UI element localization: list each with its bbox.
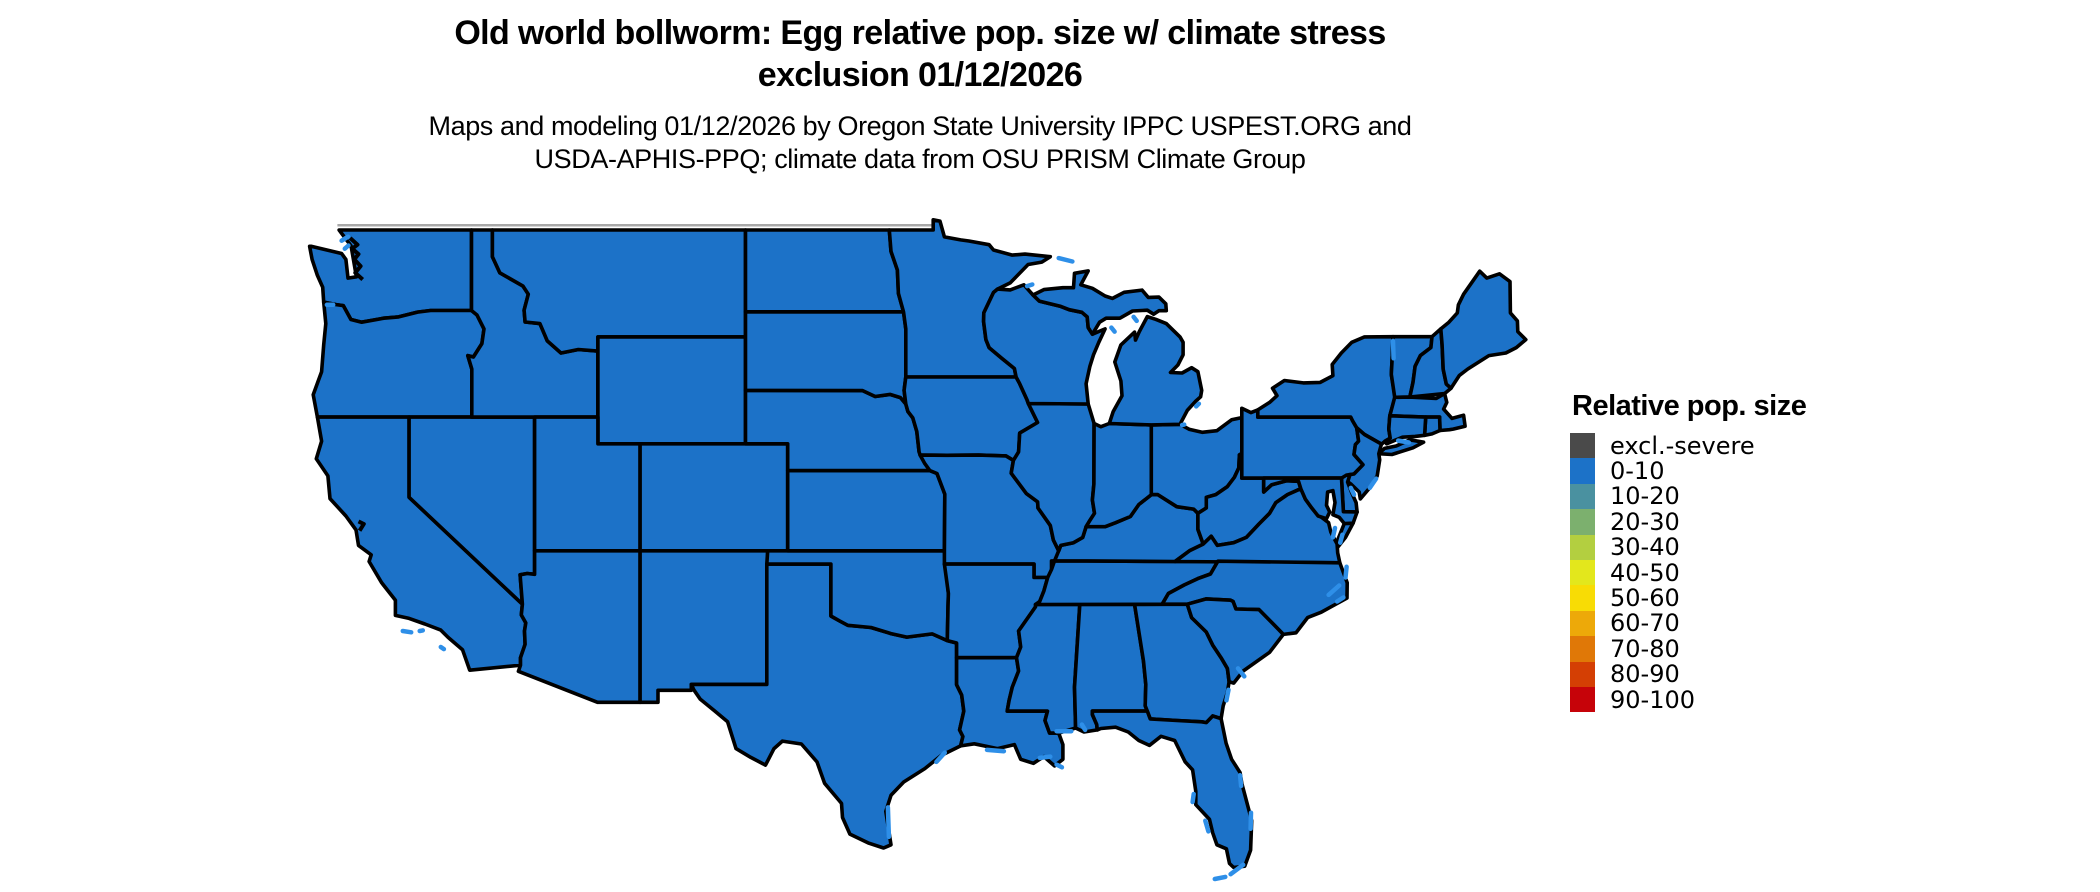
legend-swatch-0-10 <box>1570 458 1595 484</box>
legend-item-0-10: 0-10 <box>1570 457 1806 486</box>
water-accent <box>1237 773 1244 789</box>
water-accent <box>417 628 426 634</box>
legend-item-excl.-severe: excl.-severe <box>1570 431 1806 460</box>
legend-items: excl.-severe 0-10 10-20 20-30 30-40 40-50 50-6… <box>1570 431 1806 714</box>
water-accent <box>1037 754 1053 761</box>
state-ny_li <box>1377 438 1426 457</box>
water-accent <box>1079 722 1088 733</box>
legend-swatch-excl.-severe <box>1570 433 1595 459</box>
legend-swatch-70-80 <box>1570 636 1595 662</box>
legend-item-40-50: 40-50 <box>1570 558 1806 587</box>
water-accent <box>1212 874 1228 882</box>
state-az <box>516 549 642 705</box>
legend-swatch-10-20 <box>1570 483 1595 510</box>
state-sc <box>1185 597 1286 685</box>
state-mi_up <box>1031 269 1169 336</box>
state-wy <box>596 335 748 446</box>
legend-item-label: excl.-severe <box>1610 431 1755 460</box>
water-accent <box>1224 687 1231 703</box>
water-accent <box>1190 791 1196 805</box>
legend-item-30-40: 30-40 <box>1570 533 1806 562</box>
legend-item-label: 30-40 <box>1610 533 1680 562</box>
water-accent <box>934 750 948 765</box>
legend-item-20-30: 20-30 <box>1570 507 1806 536</box>
chart-subtitle-line1: Maps and modeling 01/12/2026 by Oregon S… <box>428 111 1412 141</box>
legend-title: Relative pop. size <box>1572 390 1807 422</box>
state-mi_lp <box>1107 314 1204 427</box>
state-ct <box>1383 414 1428 446</box>
legend-swatch-40-50 <box>1570 559 1595 586</box>
inland-water-outline <box>357 519 366 532</box>
water-accent <box>1326 583 1342 598</box>
chart-subtitle-line2: USDA-APHIS-PPQ; climate data from OSU PR… <box>534 144 1306 174</box>
inland-water-outline <box>348 236 365 281</box>
legend-item-label: 40-50 <box>1610 558 1680 587</box>
legend-item-label: 20-30 <box>1610 507 1680 536</box>
state-nm <box>638 549 770 705</box>
water-accent <box>1179 422 1187 428</box>
water-accent <box>1235 666 1247 679</box>
water-accent <box>438 644 447 652</box>
legend-item-label: 50-60 <box>1610 584 1680 613</box>
water-accent <box>1334 595 1346 604</box>
state-nd <box>743 228 906 314</box>
legend-item-label: 60-70 <box>1610 609 1680 638</box>
water-accent <box>1395 438 1412 445</box>
legend-swatch-20-30 <box>1570 509 1595 535</box>
state-me <box>1439 269 1528 390</box>
water-accent <box>1367 476 1379 491</box>
water-accent <box>1193 401 1202 409</box>
state-co <box>638 442 790 553</box>
state-fl <box>1090 709 1254 870</box>
water-accent <box>1203 818 1211 834</box>
legend-item-70-80: 70-80 <box>1570 634 1806 663</box>
legend-swatch-80-90 <box>1570 661 1595 687</box>
legend-item-80-90: 80-90 <box>1570 660 1806 689</box>
state-or <box>311 300 486 419</box>
water-accent <box>1131 314 1139 324</box>
water-accent <box>984 747 1007 754</box>
legend-item-label: 80-90 <box>1610 660 1680 689</box>
chart-title-line2: exclusion 01/12/2026 <box>757 56 1083 94</box>
legend-item-label: 70-80 <box>1610 634 1680 663</box>
water-accent <box>400 628 414 635</box>
legend-item-10-20: 10-20 <box>1570 482 1806 511</box>
state-ks <box>785 468 947 553</box>
water-accent <box>1228 862 1246 877</box>
legend-swatch-50-60 <box>1570 585 1595 611</box>
water-accent <box>1024 282 1035 289</box>
state-va <box>1173 486 1342 565</box>
water-accent <box>1330 525 1338 540</box>
legend-item-50-60: 50-60 <box>1570 584 1806 613</box>
legend-swatch-60-70 <box>1570 610 1595 637</box>
water-accent <box>1054 762 1065 770</box>
water-accent <box>1337 532 1345 545</box>
water-accent <box>339 234 351 243</box>
water-accent <box>885 805 892 840</box>
chart-title: Old world bollworm: Egg relative pop. si… <box>170 12 1670 96</box>
legend-item-60-70: 60-70 <box>1570 609 1806 638</box>
legend-item-label: 90-100 <box>1610 685 1696 714</box>
legend-swatch-30-40 <box>1570 534 1595 560</box>
chart-title-line1: Old world bollworm: Egg relative pop. si… <box>454 14 1386 52</box>
legend-swatch-90-100 <box>1570 686 1595 713</box>
chart-subtitle: Maps and modeling 01/12/2026 by Oregon S… <box>170 110 1670 176</box>
state-md <box>1261 476 1359 526</box>
water-accent <box>1348 485 1357 497</box>
water-accent <box>1343 564 1349 580</box>
legend-item-label: 10-20 <box>1610 482 1680 511</box>
water-accent <box>342 243 351 251</box>
legend-item-label: 0-10 <box>1610 457 1665 486</box>
water-accent <box>1056 255 1075 264</box>
water-accent <box>1109 325 1117 334</box>
legend: Relative pop. size excl.-severe 0-10 10-20… <box>1570 390 1807 714</box>
state-sd <box>743 310 908 406</box>
water-accent <box>1390 338 1396 361</box>
legend-item-90-100: 90-100 <box>1570 685 1806 714</box>
state-ri <box>1422 415 1442 438</box>
